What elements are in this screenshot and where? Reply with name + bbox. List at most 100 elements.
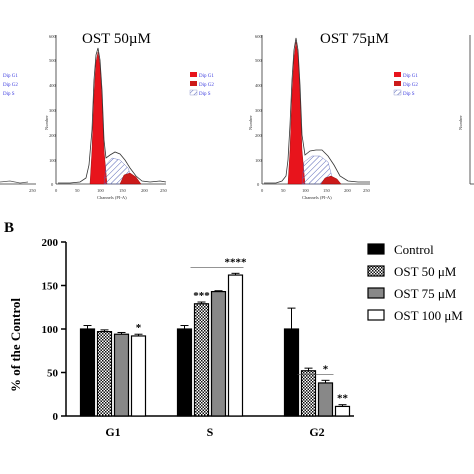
histogram-g1-peak xyxy=(89,51,108,185)
legend-swatch xyxy=(367,287,385,299)
legend-label: OST 50 μM xyxy=(394,264,457,279)
ytick: 400 xyxy=(255,83,263,88)
xtick: 100 xyxy=(97,188,105,193)
legend-swatch xyxy=(367,265,385,277)
bar xyxy=(227,274,244,417)
histogram-yticks: 0 100 200 300 400 500 600 xyxy=(49,34,57,187)
y-tick-label: 0 xyxy=(53,411,59,423)
y-tick-label: 150 xyxy=(42,281,59,293)
legend-swatch xyxy=(367,243,385,255)
y-tick-label: 50 xyxy=(47,368,59,380)
histogram-xticks: 0 50 100 150 200 250 xyxy=(261,188,371,193)
histogram-left-partial: Dip G1 Dip G2 Dip S 250 xyxy=(0,74,37,193)
histogram-xlabel: Channels (PI-A) xyxy=(97,195,127,200)
legend-swatch-s xyxy=(189,89,198,96)
bar xyxy=(210,290,227,417)
histogram-trace xyxy=(58,47,167,184)
legend-label-g2: Dip G2 xyxy=(403,83,418,88)
legend-label: OST 100 μM xyxy=(394,308,463,323)
xtick: 0 xyxy=(55,188,58,193)
legend-swatch-s xyxy=(393,89,402,96)
legend-label-s: Dip S xyxy=(403,92,415,97)
histogram-xlabel: Channels (PI-A) xyxy=(302,195,332,200)
category-label: S xyxy=(207,425,214,439)
legend-label-g2: Dip G2 xyxy=(199,83,214,88)
y-axis-ticks: 0 50 100 150 200 xyxy=(42,237,66,423)
histogram-yticks: 0 100 200 300 400 500 600 xyxy=(255,34,263,187)
histogram-legend: Dip G1 Dip G2 Dip S xyxy=(189,72,214,97)
histogram-far-right-partial: Number xyxy=(458,35,474,185)
significance-markers: *********** xyxy=(136,256,349,404)
ytick: 300 xyxy=(255,108,263,113)
ytick: 200 xyxy=(49,133,57,138)
ytick: 0 xyxy=(257,182,260,187)
histogram-legend: Dip G1 Dip G2 Dip S xyxy=(393,72,418,97)
significance-marker: * xyxy=(323,363,329,375)
ytick: 600 xyxy=(49,34,57,39)
category-labels: G1 S G2 xyxy=(105,425,324,439)
histogram-title: OST 75µM xyxy=(320,31,389,47)
legend-label-g1: Dip G1 xyxy=(403,74,418,79)
bar xyxy=(176,328,193,417)
ytick: 300 xyxy=(49,108,57,113)
ytick: 200 xyxy=(255,133,263,138)
legend-label: Control xyxy=(394,242,434,257)
xtick: 0 xyxy=(261,188,264,193)
ytick: 0 xyxy=(51,182,54,187)
ytick: 600 xyxy=(255,34,263,39)
ytick: 100 xyxy=(255,158,263,163)
ytick: 400 xyxy=(49,83,57,88)
histogram-ost-75: OST 75µM Number 0 100 200 300 400 500 60… xyxy=(248,31,418,200)
xtick: 100 xyxy=(302,188,310,193)
legend-swatch-g2 xyxy=(394,81,401,86)
histogram-g2-peak xyxy=(320,175,342,185)
xtick: 250 xyxy=(160,188,168,193)
legend-label-s: Dip S xyxy=(199,92,211,97)
significance-marker: ** xyxy=(337,393,349,405)
xtick: 150 xyxy=(119,188,127,193)
legend-swatch xyxy=(367,309,385,321)
bars xyxy=(79,272,351,417)
ytick: 500 xyxy=(255,58,263,63)
bar xyxy=(317,382,334,417)
bar xyxy=(300,370,317,417)
legend-swatch-g1 xyxy=(394,72,401,77)
y-tick-label: 200 xyxy=(42,237,59,249)
xtick: 250 xyxy=(363,188,371,193)
significance-marker: **** xyxy=(225,256,248,268)
legend-swatch-g2 xyxy=(190,81,197,86)
legend-swatch-g1 xyxy=(190,72,197,77)
ytick: 100 xyxy=(49,158,57,163)
bar xyxy=(79,328,96,417)
xtick: 50 xyxy=(281,188,286,193)
histogram-left-trace xyxy=(0,180,29,184)
bar xyxy=(193,303,210,417)
histogram-ylabel: Number xyxy=(44,115,49,130)
histogram-xticks: 0 50 100 150 200 250 xyxy=(55,188,168,193)
legend-label-g1: Dip G1 xyxy=(3,74,18,79)
legend-label-s: Dip S xyxy=(3,92,15,97)
histogram-left-xtick: 250 xyxy=(29,188,37,193)
category-label: G2 xyxy=(309,425,324,439)
bar xyxy=(130,335,147,417)
bar xyxy=(113,333,130,417)
histogram-ylabel: Number xyxy=(248,115,253,130)
xtick: 200 xyxy=(344,188,352,193)
y-tick-label: 100 xyxy=(42,324,59,336)
histogram-trace xyxy=(264,37,370,184)
histogram-title: OST 50µM xyxy=(82,31,151,47)
y-axis-title: % of the Control xyxy=(8,298,23,392)
bar xyxy=(283,328,300,417)
xtick: 150 xyxy=(323,188,331,193)
legend-label-g2: Dip G2 xyxy=(3,83,18,88)
histogram-g2-peak xyxy=(119,172,142,185)
histogram-ost-50: OST 50µM Number 0 100 200 300 400 500 60… xyxy=(44,31,214,200)
legend-label: OST 75 μM xyxy=(394,286,457,301)
xtick: 50 xyxy=(75,188,80,193)
ytick: 500 xyxy=(49,58,57,63)
histogram-ylabel: Number xyxy=(458,115,463,130)
bar-legend: Control OST 50 μM OST 75 μM OST 100 μM xyxy=(367,242,463,323)
bar xyxy=(96,331,113,417)
legend-label-g1: Dip G1 xyxy=(199,74,214,79)
